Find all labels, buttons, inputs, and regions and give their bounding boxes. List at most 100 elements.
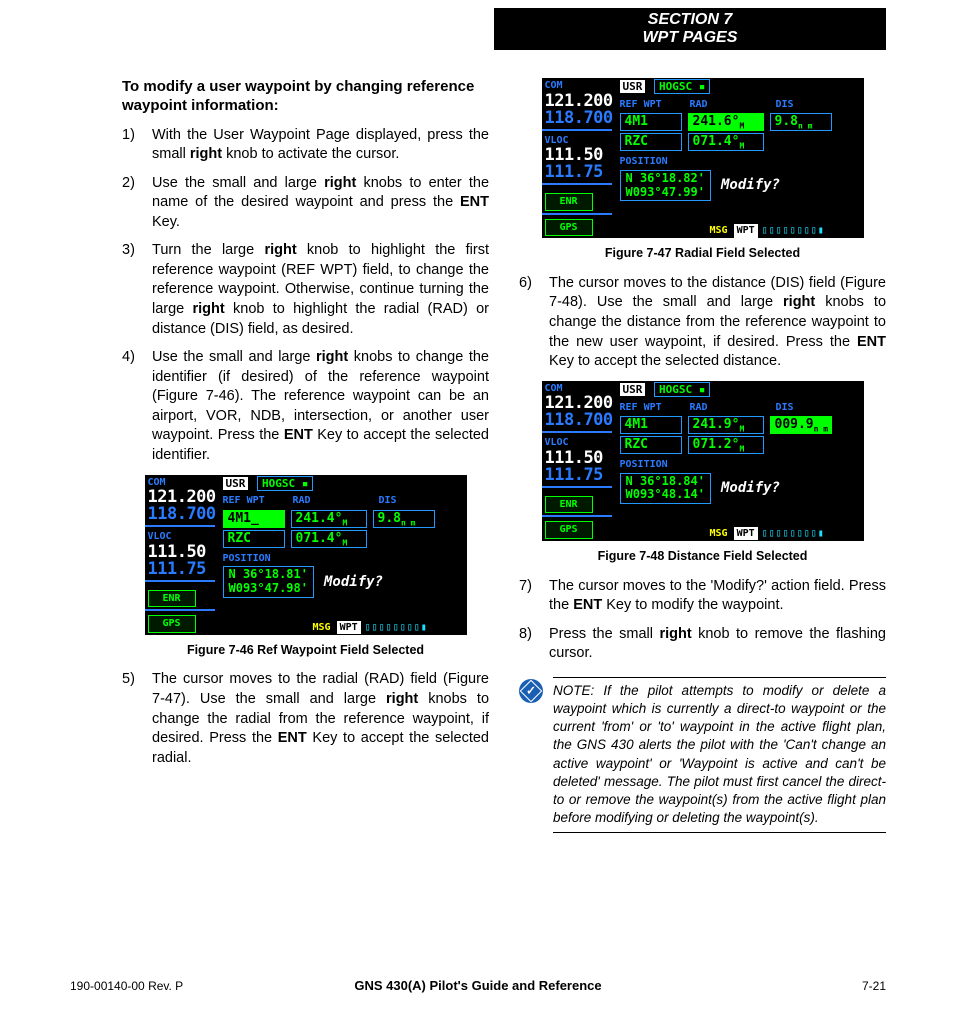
modify-prompt: Modify? xyxy=(324,573,383,592)
page-bars: ▯▯▯▯▯▯▯▯▮ xyxy=(762,527,825,541)
vloc-standby-freq: 111.75 xyxy=(542,164,612,181)
ref-wpt-2: RZC xyxy=(223,530,285,548)
ref-wpt-1: 4M1 xyxy=(620,113,682,131)
position-box: N 36°18.81' W093°47.98' xyxy=(223,566,314,598)
note-text: NOTE: If the pilot attempts to modify or… xyxy=(553,677,886,833)
ref-row-2: RZC 071.4°M xyxy=(223,530,461,548)
wpt-indicator: WPT xyxy=(734,224,758,238)
hdr-dis: DIS xyxy=(776,98,794,112)
ref-row-1: 4M1_ 241.4°M 9.8n m xyxy=(223,510,461,528)
step-num: 4) xyxy=(122,348,152,465)
page-bars: ▯▯▯▯▯▯▯▯▮ xyxy=(365,621,428,635)
figure-7-48-caption: Figure 7-48 Distance Field Selected xyxy=(519,548,886,565)
figure-7-47-caption: Figure 7-47 Radial Field Selected xyxy=(519,245,886,262)
gps-screen-f48: COM 121.200 118.700 VLOC 111.50 111.75 E… xyxy=(542,381,864,541)
usr-row: USR HOGSC ▪ xyxy=(620,383,858,398)
ref-header-row: REF WPT RAD DIS xyxy=(620,98,858,112)
step-body: Use the small and large right knobs to c… xyxy=(152,348,489,465)
step-3: 3)Turn the large right knob to highlight… xyxy=(122,241,489,339)
step-num: 8) xyxy=(519,625,549,664)
wpt-indicator: WPT xyxy=(734,527,758,541)
gps-bottom-bar: MSG WPT ▯▯▯▯▯▯▯▯▮ xyxy=(614,527,864,541)
hdr-dis: DIS xyxy=(379,494,397,508)
rad-1: 241.9°M xyxy=(688,416,764,434)
rad-2: 071.4°M xyxy=(688,133,764,151)
note-block: NOTE: If the pilot attempts to modify or… xyxy=(519,673,886,833)
instructions-title: To modify a user waypoint by changing re… xyxy=(122,78,489,116)
step-2: 2)Use the small and large right knobs to… xyxy=(122,174,489,233)
step-body: Use the small and large right knobs to e… xyxy=(152,174,489,233)
msg-indicator: MSG xyxy=(710,527,728,541)
vloc-active-freq: 111.50 xyxy=(145,544,215,561)
rad-2: 071.2°M xyxy=(688,436,764,454)
ref-wpt-1: 4M1 xyxy=(620,416,682,434)
vloc-standby-freq: 111.75 xyxy=(145,561,215,578)
footer-right: 7-21 xyxy=(862,978,886,994)
ref-row-2: RZC 071.2°M xyxy=(620,436,858,454)
content-columns: To modify a user waypoint by changing re… xyxy=(122,78,886,956)
position-lat: N 36°18.84' xyxy=(626,475,705,489)
ref-header-row: REF WPT RAD DIS xyxy=(620,401,858,415)
footer-center: GNS 430(A) Pilot's Guide and Reference xyxy=(354,977,601,995)
usr-label: USR xyxy=(620,383,646,396)
usr-label: USR xyxy=(223,477,249,490)
com-active-freq: 121.200 xyxy=(542,93,612,110)
section-header-line2: WPT PAGES xyxy=(494,29,886,47)
step-num: 2) xyxy=(122,174,152,233)
com-standby-freq: 118.700 xyxy=(542,412,612,429)
usr-value: HOGSC ▪ xyxy=(654,382,710,397)
enr-tag: ENR xyxy=(545,193,593,211)
dis-1: 009.9n m xyxy=(770,416,832,434)
hdr-rad: RAD xyxy=(690,401,776,415)
ref-wpt-2: RZC xyxy=(620,436,682,454)
step-num: 6) xyxy=(519,274,549,372)
position-lon: W093°47.98' xyxy=(229,582,308,596)
modify-prompt: Modify? xyxy=(721,176,780,195)
figure-7-46-caption: Figure 7-46 Ref Waypoint Field Selected xyxy=(122,642,489,659)
gps-bottom-bar: MSG WPT ▯▯▯▯▯▯▯▯▮ xyxy=(217,621,467,635)
step-body: The cursor moves to the distance (DIS) f… xyxy=(549,274,886,372)
hdr-refwpt: REF WPT xyxy=(620,98,690,112)
ref-wpt-1: 4M1_ xyxy=(223,510,285,528)
gps-screen-f47: COM 121.200 118.700 VLOC 111.50 111.75 E… xyxy=(542,78,864,238)
usr-row: USR HOGSC ▪ xyxy=(620,80,858,95)
step-body: Turn the large right knob to highlight t… xyxy=(152,241,489,339)
step-5: 5)The cursor moves to the radial (RAD) f… xyxy=(122,670,489,768)
usr-value: HOGSC ▪ xyxy=(654,79,710,94)
msg-indicator: MSG xyxy=(710,224,728,238)
position-lon: W093°48.14' xyxy=(626,488,705,502)
step-6: 6)The cursor moves to the distance (DIS)… xyxy=(519,274,886,372)
position-box: N 36°18.84' W093°48.14' xyxy=(620,473,711,505)
gps-tag: GPS xyxy=(148,615,196,633)
position-box: N 36°18.82' W093°47.99' xyxy=(620,170,711,202)
vloc-standby-freq: 111.75 xyxy=(542,467,612,484)
hdr-refwpt: REF WPT xyxy=(620,401,690,415)
section-header: SECTION 7 WPT PAGES xyxy=(494,8,886,50)
gps-screen-f46: COM 121.200 118.700 VLOC 111.50 111.75 E… xyxy=(145,475,467,635)
step-body: Press the small right knob to remove the… xyxy=(549,625,886,664)
footer-left: 190-00140-00 Rev. P xyxy=(70,978,183,994)
step-num: 5) xyxy=(122,670,152,768)
position-label: POSITION xyxy=(620,458,858,472)
position-lat: N 36°18.81' xyxy=(229,568,308,582)
steps-list-c: 6)The cursor moves to the distance (DIS)… xyxy=(519,274,886,372)
steps-list-b: 5)The cursor moves to the radial (RAD) f… xyxy=(122,670,489,768)
wpt-indicator: WPT xyxy=(337,621,361,635)
enr-tag: ENR xyxy=(148,590,196,608)
step-body: The cursor moves to the 'Modify?' action… xyxy=(549,577,886,616)
step-7: 7)The cursor moves to the 'Modify?' acti… xyxy=(519,577,886,616)
ref-wpt-2: RZC xyxy=(620,133,682,151)
step-1: 1)With the User Waypoint Page displayed,… xyxy=(122,126,489,165)
position-lon: W093°47.99' xyxy=(626,186,705,200)
step-num: 1) xyxy=(122,126,152,165)
rad-2: 071.4°M xyxy=(291,530,367,548)
hdr-refwpt: REF WPT xyxy=(223,494,293,508)
rad-1: 241.6°M xyxy=(688,113,764,131)
step-body: With the User Waypoint Page displayed, p… xyxy=(152,126,489,165)
ref-row-1: 4M1 241.6°M 9.8n m xyxy=(620,113,858,131)
com-standby-freq: 118.700 xyxy=(542,110,612,127)
steps-list-a: 1)With the User Waypoint Page displayed,… xyxy=(122,126,489,466)
page-footer: 190-00140-00 Rev. P GNS 430(A) Pilot's G… xyxy=(70,978,886,994)
com-standby-freq: 118.700 xyxy=(145,506,215,523)
dis-1: 9.8n m xyxy=(770,113,832,131)
